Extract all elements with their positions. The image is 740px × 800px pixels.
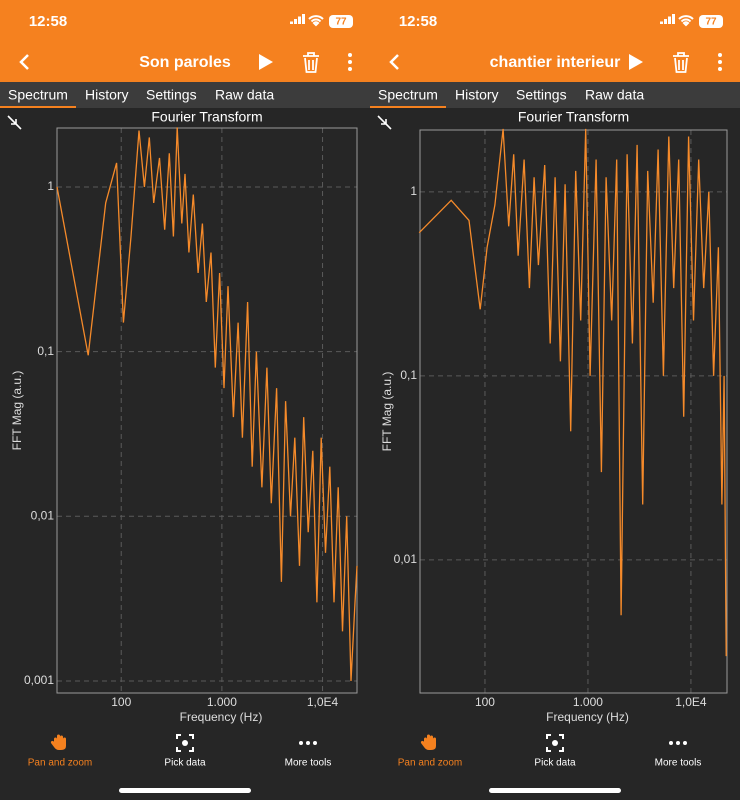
delete-button[interactable] <box>303 52 319 73</box>
tab-indicator <box>0 106 76 108</box>
more-icon-dot[interactable] <box>313 741 317 745</box>
x-tick-label: 1.000 <box>573 695 603 709</box>
signal-bar <box>290 21 293 24</box>
status-time: 12:58 <box>29 13 67 30</box>
menu-dot[interactable] <box>348 67 352 71</box>
signal-bar <box>672 14 675 24</box>
signal-bar <box>668 16 671 24</box>
y-tick-label: 0,1 <box>400 368 417 382</box>
home-indicator <box>119 788 251 793</box>
x-tick-label: 100 <box>475 695 495 709</box>
y-tick-label: 0,01 <box>31 508 55 522</box>
battery-level: 77 <box>705 17 717 28</box>
x-axis-label: Frequency (Hz) <box>180 710 263 724</box>
status-time: 12:58 <box>399 13 437 30</box>
x-tick-label: 1.000 <box>207 695 237 709</box>
pick-icon[interactable] <box>546 734 564 752</box>
x-axis-label: Frequency (Hz) <box>546 710 629 724</box>
collapse-icon[interactable] <box>7 115 22 130</box>
screen-title: chantier interieur <box>490 54 621 71</box>
tab[interactable]: History <box>85 87 129 103</box>
tab[interactable]: Spectrum <box>8 87 68 103</box>
signal-bar <box>302 14 305 24</box>
spectrum-line <box>418 128 727 657</box>
pick-icon[interactable] <box>176 734 194 752</box>
tool-label[interactable]: Pick data <box>534 758 576 769</box>
pan-icon[interactable] <box>420 734 436 751</box>
wifi-icon <box>678 15 694 27</box>
battery-level: 77 <box>335 17 347 28</box>
chart-title: Fourier Transform <box>518 109 629 125</box>
x-tick-label: 1,0E4 <box>307 695 339 709</box>
more-icon-dot[interactable] <box>676 741 680 745</box>
tab[interactable]: History <box>455 87 499 103</box>
y-tick-label: 0,1 <box>37 344 54 358</box>
tool-label[interactable]: Pan and zoom <box>398 758 463 769</box>
more-icon-dot[interactable] <box>299 741 303 745</box>
y-tick-label: 0,01 <box>394 552 418 566</box>
y-tick-label: 1 <box>47 179 54 193</box>
screen-title: Son paroles <box>139 54 231 71</box>
plot-frame <box>419 129 728 694</box>
home-indicator <box>489 788 621 793</box>
more-icon-dot[interactable] <box>306 741 310 745</box>
chart-title: Fourier Transform <box>151 109 262 125</box>
signal-bar <box>660 21 663 24</box>
more-icon-dot[interactable] <box>683 741 687 745</box>
tool-label[interactable]: Pan and zoom <box>28 758 93 769</box>
y-tick-label: 0,001 <box>24 673 54 687</box>
tool-label[interactable]: More tools <box>285 758 332 769</box>
signal-bar <box>298 16 301 24</box>
tab[interactable]: Raw data <box>215 87 274 103</box>
tab[interactable]: Raw data <box>585 87 644 103</box>
delete-button[interactable] <box>673 52 689 73</box>
y-tick-label: 1 <box>410 184 417 198</box>
signal-bar <box>294 19 297 24</box>
tab-indicator <box>370 106 446 108</box>
spectrum-line <box>56 127 358 682</box>
tab[interactable]: Settings <box>516 87 567 103</box>
x-tick-label: 100 <box>111 695 131 709</box>
menu-dot[interactable] <box>718 67 722 71</box>
tab[interactable]: Spectrum <box>378 87 438 103</box>
y-axis-label: FFT Mag (a.u.) <box>10 371 24 451</box>
tool-label[interactable]: Pick data <box>164 758 206 769</box>
pick-icon-dot <box>182 740 188 746</box>
y-axis-label: FFT Mag (a.u.) <box>380 372 394 452</box>
phone-screen: 12:58 77 chantier interieur Spectrum History… <box>370 0 740 793</box>
menu-dot[interactable] <box>348 60 352 64</box>
play-button[interactable] <box>259 54 273 70</box>
menu-dot[interactable] <box>348 53 352 57</box>
tab[interactable]: Settings <box>146 87 197 103</box>
menu-dot[interactable] <box>718 60 722 64</box>
pick-icon-dot <box>552 740 558 746</box>
collapse-icon[interactable] <box>377 115 392 130</box>
battery-icon <box>329 15 353 28</box>
plot-frame <box>56 127 358 694</box>
play-button[interactable] <box>629 54 643 70</box>
menu-dot[interactable] <box>718 53 722 57</box>
wifi-icon <box>308 15 324 27</box>
phone-screen: 12:58 77 Son paroles Spectrum History Setting… <box>0 0 370 793</box>
battery-icon <box>699 15 723 28</box>
back-button[interactable] <box>19 54 29 70</box>
tool-label[interactable]: More tools <box>655 758 702 769</box>
signal-bar <box>664 19 667 24</box>
tab-bar <box>0 82 370 108</box>
back-button[interactable] <box>389 54 399 70</box>
more-icon-dot[interactable] <box>669 741 673 745</box>
x-tick-label: 1,0E4 <box>675 695 707 709</box>
pan-icon[interactable] <box>50 734 66 751</box>
tab-bar <box>370 82 740 108</box>
